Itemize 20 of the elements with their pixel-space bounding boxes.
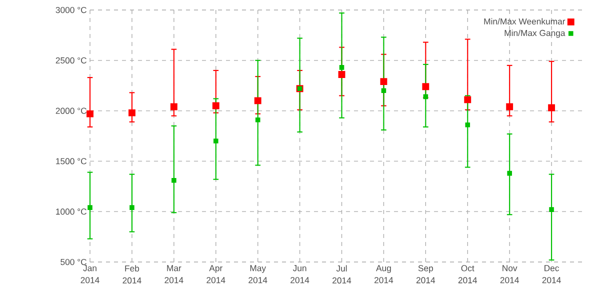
x-tick-label: Sep 2014 (416, 265, 436, 284)
y-tick-label: 3000 °C (56, 6, 86, 14)
x-tick-label: Apr 2014 (206, 265, 226, 284)
y-tick-label: 1000 °C (56, 208, 86, 215)
x-tick-label: Aug 2014 (374, 265, 394, 284)
y-tick-label: 500 °C (60, 258, 86, 266)
x-tick-label: Feb 2014 (122, 265, 142, 284)
x-tick-label: May 2014 (248, 265, 268, 284)
x-tick-label: Mar 2014 (164, 265, 184, 284)
x-tick-label: Jun 2014 (290, 265, 310, 284)
y-tick-label: 1500 °C (56, 158, 86, 164)
legend-label: Min/Max Weenkumar (484, 18, 566, 24)
y-tick-label: 2000 °C (56, 108, 86, 114)
x-tick-label: Jan 2014 (80, 265, 100, 284)
legend-label: Min/Max Ganga (504, 30, 566, 38)
x-tick-label: Nov 2014 (500, 265, 519, 284)
x-tick-label: Oct 2014 (458, 265, 477, 284)
x-tick-label: Dec 2014 (542, 265, 561, 284)
y-tick-label: 2500 °C (56, 57, 86, 64)
x-tick-label: Jul 2014 (332, 265, 352, 284)
